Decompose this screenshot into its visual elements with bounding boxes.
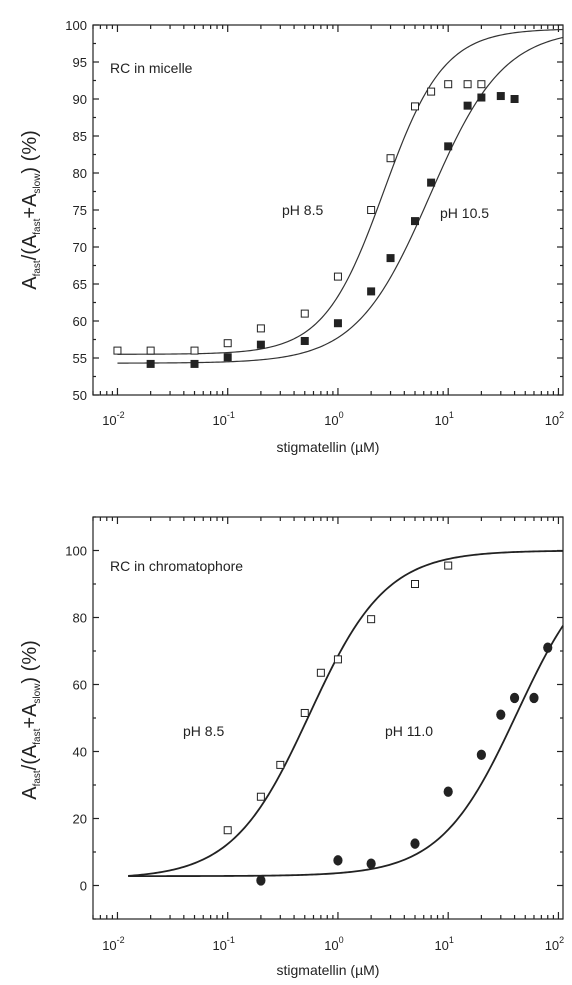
- data-point-filled-circle: [410, 838, 420, 849]
- data-point-open-square: [300, 309, 309, 318]
- data-point-open-square: [367, 206, 376, 214]
- data-point-filled-square: [510, 95, 519, 103]
- data-point-open-square: [411, 102, 420, 111]
- y-tick-label: 50: [73, 388, 87, 403]
- panel-annotation: RC in chromatophore: [110, 558, 243, 574]
- data-point-filled-square: [427, 178, 436, 187]
- y-axis-label: Afast/(Afast+Aslow) (%): [19, 130, 43, 290]
- x-tick-label: 10-1: [212, 935, 234, 953]
- data-point-filled-circle: [476, 749, 486, 761]
- data-point-filled-circle: [529, 692, 539, 704]
- y-tick-label: 60: [73, 678, 87, 693]
- data-point-open-square: [386, 154, 395, 163]
- fit-curve-series-2: [117, 36, 564, 364]
- series-label-2: pH 11.0: [385, 723, 433, 739]
- data-point-filled-circle: [443, 786, 453, 797]
- y-tick-label: 80: [73, 166, 87, 181]
- data-point-filled-circle: [496, 709, 506, 720]
- x-axis-label: stigmatellin (µM): [277, 962, 380, 978]
- y-tick-label: 90: [73, 92, 87, 107]
- fit-curve-series-2: [128, 625, 564, 878]
- data-point-filled-circle: [543, 642, 553, 653]
- data-point-filled-square: [223, 353, 232, 362]
- x-tick-label: 10-2: [102, 410, 124, 428]
- data-point-open-square: [427, 87, 436, 96]
- x-tick-label: 101: [434, 410, 453, 428]
- data-point-filled-square: [256, 340, 265, 349]
- data-point-open-square: [316, 668, 325, 677]
- x-tick-label: 100: [324, 410, 343, 428]
- y-tick-label: 100: [65, 544, 87, 559]
- data-point-filled-circle: [256, 875, 266, 886]
- data-point-open-square: [190, 346, 199, 355]
- data-point-open-square: [300, 708, 309, 717]
- data-point-filled-square: [333, 319, 342, 328]
- data-point-filled-circle: [333, 855, 343, 866]
- data-point-filled-square: [146, 359, 155, 368]
- data-point-open-square: [256, 792, 265, 801]
- data-point-open-square: [223, 339, 232, 348]
- y-tick-label: 100: [65, 18, 87, 33]
- data-point-filled-circle: [509, 692, 520, 704]
- data-point-open-square: [477, 80, 486, 89]
- chart-rc-in-chromatophore: 0 20 40 60 80 100 10-2 10-1 100 101 102 stigmatelli…: [19, 516, 564, 978]
- y-tick-label: 95: [73, 55, 87, 70]
- data-point-open-square: [333, 655, 342, 664]
- y-tick-label: 55: [73, 351, 87, 366]
- data-point-filled-circle: [366, 858, 376, 869]
- data-point-filled-square: [477, 93, 486, 102]
- fit-curve-series-1: [117, 28, 564, 355]
- data-point-filled-square: [300, 336, 309, 345]
- data-point-filled-square: [496, 92, 505, 101]
- series-label-2: pH 10.5: [440, 205, 489, 221]
- series-label-1: pH 8.5: [282, 202, 323, 218]
- data-point-filled-square: [411, 217, 420, 226]
- x-tick-label: 100: [324, 935, 343, 953]
- y-tick-label: 65: [73, 277, 87, 292]
- chart-rc-in-micelle: 50 55 60 65 70 75 80 85 90 95 100 10-2 10-1 100 101 102…: [19, 18, 564, 455]
- data-point-open-square: [444, 561, 453, 570]
- data-point-open-square: [463, 80, 472, 89]
- data-point-open-square: [256, 324, 265, 333]
- y-tick-label: 70: [73, 240, 87, 255]
- panel-annotation: RC in micelle: [110, 60, 193, 76]
- y-tick-label: 80: [73, 611, 87, 626]
- data-point-open-square: [223, 826, 232, 835]
- data-point-open-square: [113, 346, 122, 355]
- y-tick-label: 60: [73, 314, 87, 329]
- data-point-open-square: [367, 615, 376, 624]
- data-point-filled-square: [444, 142, 453, 151]
- data-point-open-square: [276, 760, 285, 769]
- data-point-filled-square: [386, 254, 395, 263]
- fit-curve-series-1: [128, 550, 564, 877]
- data-point-open-square: [333, 272, 342, 281]
- x-tick-label: 102: [545, 410, 564, 428]
- plot-frame: [92, 516, 564, 920]
- x-axis-label: stigmatellin (µM): [277, 439, 380, 455]
- data-point-open-square: [411, 580, 420, 588]
- x-tick-label: 102: [545, 935, 564, 953]
- y-tick-label: 40: [73, 745, 87, 760]
- data-point-filled-square: [190, 359, 199, 368]
- y-tick-label: 85: [73, 129, 87, 144]
- x-tick-label: 10-1: [212, 410, 234, 428]
- x-tick-label: 101: [434, 935, 453, 953]
- x-tick-label: 10-2: [102, 935, 124, 953]
- y-axis-label: Afast/(Afast+Aslow) (%): [19, 640, 43, 800]
- y-tick-label: 0: [80, 879, 87, 894]
- y-tick-label: 75: [73, 203, 87, 218]
- y-tick-label: 20: [73, 812, 87, 827]
- series-label-1: pH 8.5: [183, 723, 224, 739]
- data-point-filled-square: [367, 287, 376, 296]
- data-point-open-square: [444, 80, 453, 89]
- data-point-open-square: [146, 346, 155, 355]
- data-point-filled-square: [463, 101, 472, 110]
